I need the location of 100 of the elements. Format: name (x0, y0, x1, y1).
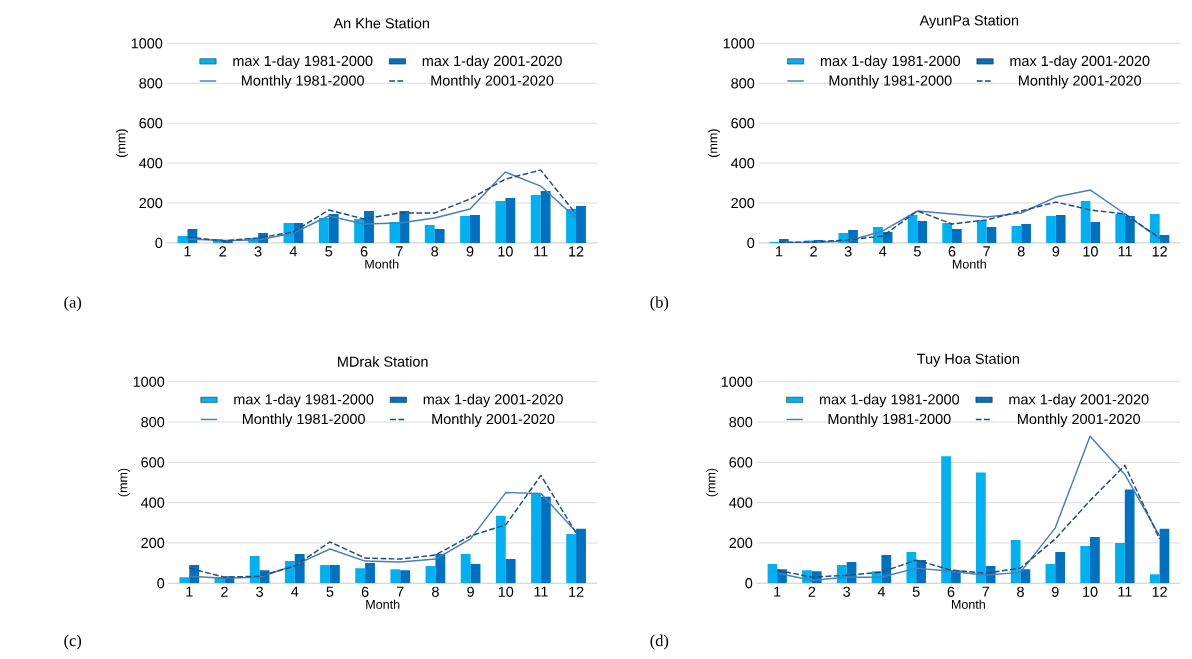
x-tick-label: 4 (877, 586, 886, 597)
x-tick-label: 4 (289, 246, 298, 257)
x-tick-label: 1 (184, 246, 191, 257)
chart-title: An Khe Station (333, 17, 429, 29)
y-tick-label: 400 (140, 497, 165, 508)
x-tick-label: 10 (1083, 586, 1098, 597)
x-tick-label: 5 (326, 586, 334, 597)
x-tick-label: 7 (982, 586, 990, 597)
y-axis-title: (mm) (116, 129, 128, 157)
x-tick-label: 7 (983, 246, 990, 257)
text: (b) (650, 296, 669, 311)
legend-label: Monthly 2001-2020 (1018, 413, 1141, 427)
x-tick-label: 9 (1052, 246, 1060, 257)
legend-label: max 1-day 2001-2020 (423, 393, 563, 408)
x-tick-label: 1 (186, 586, 193, 597)
x-tick-label: 7 (396, 586, 404, 597)
x-tick-label: 8 (431, 246, 439, 257)
y-tick-label: 800 (139, 77, 163, 89)
x-tick-label: 2 (808, 586, 816, 597)
text: (c) (64, 634, 82, 650)
chart-title: MDrak Station (338, 355, 428, 367)
x-tick-label: 3 (254, 246, 262, 257)
x-tick-label: 10 (498, 246, 513, 257)
legend-label: max 1-day 1981-2000 (820, 55, 961, 69)
y-axis-title: (mm) (708, 129, 720, 157)
y-tick-label: 0 (157, 577, 165, 589)
x-tick-label: 8 (1017, 586, 1024, 597)
y-tick-label: 800 (731, 77, 755, 89)
text: (a) (64, 296, 82, 311)
y-tick-label: 600 (731, 117, 755, 129)
x-tick-label: 12 (1152, 586, 1167, 597)
legend-label: max 1-day 2001-2020 (422, 55, 562, 69)
legend-label: max 1-day 1981-2000 (234, 393, 374, 408)
x-axis-title: Month (366, 599, 400, 609)
y-tick-label: 1000 (721, 376, 753, 387)
legend-label: Monthly 1981-2000 (242, 413, 365, 427)
y-tick-label: 600 (729, 457, 753, 468)
x-tick-label: 1 (776, 246, 783, 257)
legend-label: Monthly 1981-2000 (241, 74, 364, 89)
y-axis-title: (mm) (118, 468, 130, 497)
y-tick-label: 200 (731, 197, 755, 208)
x-tick-label: 3 (256, 586, 263, 597)
x-tick-label: 10 (1083, 246, 1098, 257)
legend-label: Monthly 1981-2000 (829, 74, 952, 89)
y-tick-label: 600 (139, 117, 163, 129)
x-tick-label: 5 (325, 246, 333, 257)
x-tick-label: 6 (948, 246, 956, 257)
x-tick-label: 6 (361, 586, 369, 597)
chart-title: AyunPa Station (919, 14, 1019, 29)
x-tick-label: 12 (1152, 246, 1167, 257)
y-tick-label: 800 (729, 416, 753, 427)
x-tick-label: 11 (534, 586, 548, 597)
x-tick-label: 4 (291, 586, 299, 597)
x-tick-label: 1 (774, 586, 781, 597)
x-tick-label: 8 (432, 586, 439, 597)
x-tick-label: 12 (569, 586, 584, 597)
x-tick-label: 9 (466, 246, 474, 257)
y-tick-label: 600 (141, 457, 165, 468)
legend-label: max 1-day 1981-2000 (233, 55, 373, 69)
y-tick-label: 200 (139, 197, 163, 208)
legend-label: max 1-day 2001-2020 (1009, 393, 1149, 408)
x-axis-title: Month (951, 599, 985, 609)
x-tick-label: 2 (219, 246, 227, 257)
y-axis-title: (mm) (706, 468, 718, 497)
y-tick-label: 1000 (723, 38, 755, 49)
x-tick-label: 9 (467, 586, 474, 597)
y-tick-label: 1000 (131, 38, 163, 49)
legend-label: max 1-day 1981-2000 (819, 393, 960, 408)
y-tick-label: 0 (747, 237, 755, 248)
x-tick-label: 10 (498, 586, 514, 597)
x-tick-label: 7 (396, 246, 403, 257)
legend-label: Monthly 2001-2020 (431, 74, 554, 89)
x-tick-label: 8 (1017, 246, 1025, 257)
legend-label: max 1-day 2001-2020 (1010, 55, 1150, 69)
y-tick-label: 200 (141, 537, 165, 548)
x-tick-label: 3 (843, 586, 851, 597)
x-axis-title: Month (952, 259, 986, 269)
y-tick-label: 400 (730, 157, 755, 169)
chart-title: Tuy Hoa Station (917, 353, 1019, 367)
x-tick-label: 5 (912, 586, 920, 597)
x-tick-label: 5 (913, 246, 921, 257)
y-tick-label: 200 (729, 537, 753, 548)
y-tick-label: 0 (745, 577, 753, 589)
legend-label: Monthly 1981-2000 (828, 413, 951, 427)
x-tick-label: 11 (534, 246, 548, 257)
x-tick-label: 6 (360, 246, 368, 257)
legend-label: Monthly 2001-2020 (1019, 74, 1142, 89)
x-tick-label: 2 (810, 246, 817, 257)
y-tick-label: 800 (141, 416, 165, 427)
x-tick-label: 12 (569, 246, 584, 257)
y-tick-label: 1000 (133, 376, 165, 387)
x-tick-label: 9 (1051, 586, 1059, 597)
x-axis-title: Month (365, 259, 399, 269)
text: (d) (650, 634, 669, 650)
y-tick-label: 400 (729, 497, 753, 508)
x-tick-label: 2 (221, 586, 228, 597)
x-tick-label: 4 (879, 246, 887, 257)
x-tick-label: 6 (947, 586, 955, 597)
x-tick-label: 3 (844, 246, 852, 257)
y-tick-label: 400 (139, 157, 163, 169)
